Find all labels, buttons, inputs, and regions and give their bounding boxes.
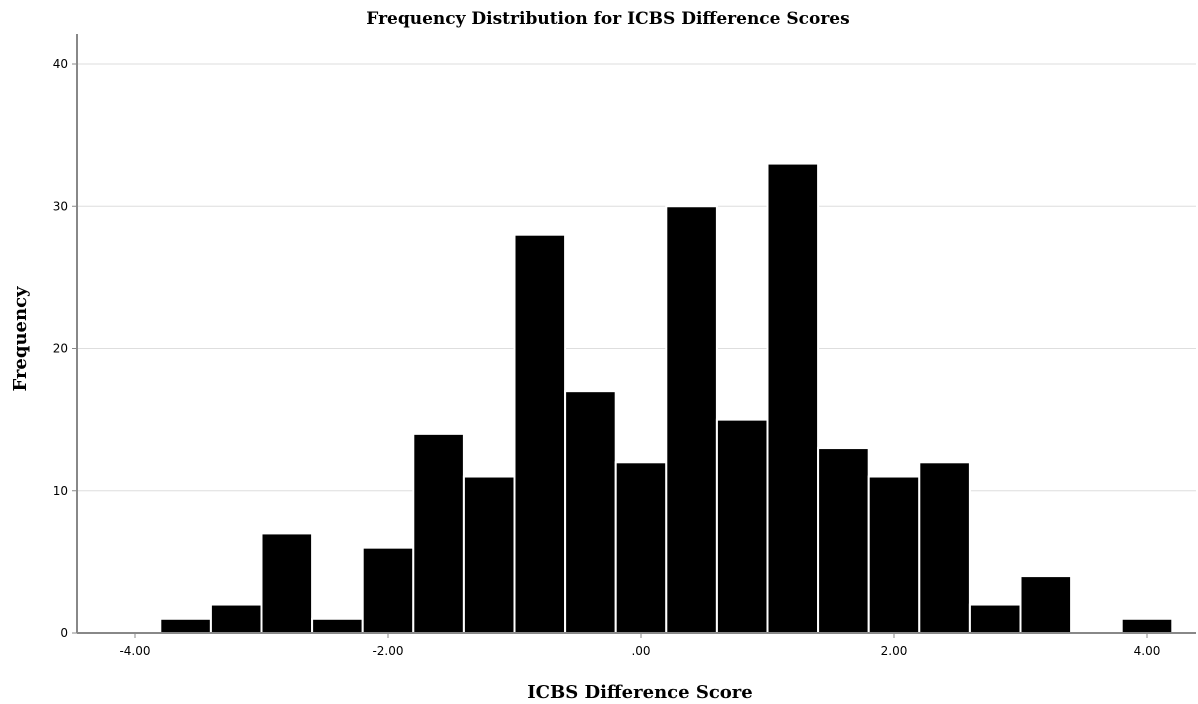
histogram-bar: [513, 233, 567, 634]
gridlines: [77, 63, 1196, 492]
histogram-bar: [209, 603, 263, 634]
histogram-bar: [867, 475, 921, 634]
histogram-bar: [1019, 575, 1073, 634]
histogram-bar: [311, 617, 364, 635]
histogram-bar: [159, 617, 212, 635]
axes: [76, 34, 1196, 634]
histogram-bar: [968, 603, 1022, 634]
histogram-bar: [817, 447, 870, 635]
tick-labels: 0 10 20 30 40 -4.00 -2.00 .00 2.00 4.00: [53, 57, 1161, 658]
y-tick-label: 0: [60, 626, 68, 640]
y-axis-label: Frequency: [10, 286, 31, 392]
histogram-bar: [766, 162, 820, 634]
x-tick-label: -2.00: [372, 644, 403, 658]
histogram-bar: [564, 390, 617, 634]
y-tick-label: 30: [53, 199, 68, 213]
x-axis-label: ICBS Difference Score: [527, 682, 753, 703]
histogram-bar: [412, 432, 465, 634]
histogram-bar: [260, 532, 314, 634]
x-tick-label: .00: [631, 644, 650, 658]
x-tick-label: 2.00: [881, 644, 908, 658]
y-tick-label: 20: [53, 342, 68, 356]
histogram-bar: [462, 475, 516, 634]
histogram-bar: [361, 546, 415, 635]
histogram-bar: [665, 205, 718, 634]
histogram-bar: [1120, 617, 1174, 635]
histogram-bar: [614, 461, 668, 634]
histogram-bar: [918, 461, 971, 634]
x-tick-label: 4.00: [1134, 644, 1161, 658]
chart-title: Frequency Distribution for ICBS Differen…: [366, 9, 849, 29]
x-tick-label: -4.00: [119, 644, 150, 658]
histogram-bar: [715, 418, 769, 634]
y-tick-label: 10: [53, 484, 68, 498]
y-tick-label: 40: [53, 57, 68, 71]
